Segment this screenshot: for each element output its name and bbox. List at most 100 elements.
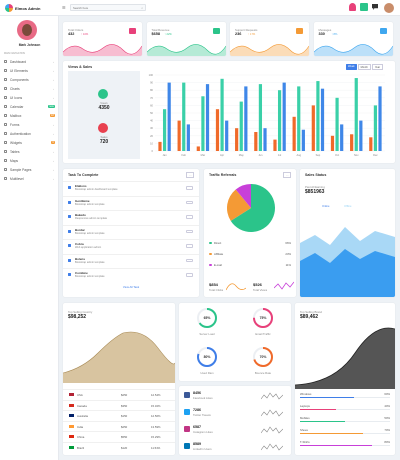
task-checkbox[interactable] [68, 186, 72, 190]
sidebar-item-sample-pages[interactable]: Sample Pages › [0, 165, 59, 174]
bar[interactable] [330, 135, 335, 151]
bar[interactable] [301, 129, 305, 151]
task-row[interactable]: Elalions Bootstrap admin dashboard templa… [63, 181, 199, 195]
country-row[interactable]: Canada $350 15.32% [63, 399, 175, 409]
task-checkbox[interactable] [68, 273, 72, 277]
brand-row[interactable]: Windows 60% [295, 391, 395, 402]
edit-icon[interactable] [186, 229, 193, 234]
sidebar-item-ui-icons[interactable]: UI Icons › [0, 93, 59, 102]
more-icon[interactable]: ··· [283, 172, 291, 178]
bell-icon[interactable] [349, 3, 356, 11]
search-icon[interactable]: ⌕ [141, 6, 143, 10]
task-row[interactable]: Combine Bootstrap admin template [63, 268, 199, 282]
bar[interactable] [277, 90, 282, 151]
bar[interactable] [182, 82, 186, 151]
sidebar-item-authentication[interactable]: Authentication › [0, 129, 59, 138]
bar[interactable] [320, 88, 325, 151]
bar[interactable] [235, 128, 239, 151]
task-checkbox[interactable] [68, 200, 72, 204]
brand-row[interactable]: Mobiles 50% [295, 415, 395, 426]
task-row[interactable]: Bordar Bootstrap admin template [63, 224, 199, 239]
bar[interactable] [177, 120, 181, 151]
sidebar-item-widgets[interactable]: Widgets 6 [0, 138, 59, 147]
edit-icon[interactable] [186, 258, 193, 263]
more-icon[interactable]: ··· [186, 172, 194, 178]
bar[interactable] [258, 84, 263, 151]
task-checkbox[interactable] [68, 229, 72, 233]
sidebar-item-calendar[interactable]: Calendar new [0, 102, 59, 111]
country-row[interactable]: Brazil $120 11.54% [63, 441, 175, 451]
hamburger-icon[interactable]: ☰ [62, 5, 66, 10]
task-row[interactable]: Cobra Web application admin [63, 239, 199, 253]
social-row[interactable]: 8589 LinkedIn Users [179, 439, 291, 455]
task-checkbox[interactable] [68, 215, 72, 219]
bar[interactable] [335, 97, 339, 151]
social-row[interactable]: 8456 Facebook Likes [179, 388, 291, 404]
bar[interactable] [350, 134, 354, 151]
bar[interactable] [316, 81, 320, 151]
sidebar-item-charts[interactable]: Charts › [0, 84, 59, 93]
bar[interactable] [373, 105, 378, 151]
edit-icon[interactable] [186, 215, 193, 219]
sidebar-item-ui-elements[interactable]: UI Elements › [0, 66, 59, 75]
bar[interactable] [201, 96, 205, 151]
bar[interactable] [186, 124, 190, 151]
search-input[interactable] [71, 5, 131, 11]
country-row[interactable]: China $550 15.29% [63, 431, 175, 440]
sidebar-item-dashboard[interactable]: Dashboard › [0, 57, 59, 66]
country-row[interactable]: USA $250 12.54% [63, 389, 175, 398]
social-row[interactable]: 6587 Instagram Likes [179, 422, 291, 438]
view-all-tasks-link[interactable]: View All Task [122, 285, 140, 289]
bar[interactable] [297, 86, 301, 151]
social-row[interactable]: 7286 Twitter Tweets [179, 405, 291, 421]
bar[interactable] [263, 128, 267, 151]
sidebar-item-components[interactable]: Components › [0, 75, 59, 84]
task-checkbox[interactable] [68, 258, 72, 262]
bar[interactable] [354, 78, 358, 151]
pie-slice[interactable] [230, 184, 275, 232]
pie-slice[interactable] [227, 189, 251, 221]
task-row[interactable]: Bolens Bootstrap admin template [63, 253, 199, 268]
bar[interactable] [162, 109, 167, 151]
avatar[interactable] [17, 20, 37, 40]
pie-slice[interactable] [235, 184, 251, 208]
tab-week[interactable]: Week [346, 64, 357, 71]
bar[interactable] [311, 105, 315, 151]
bar[interactable] [359, 120, 363, 151]
user-name[interactable]: Mark Johnson [18, 43, 41, 47]
bar[interactable] [244, 86, 248, 151]
mail-icon[interactable] [360, 3, 368, 11]
brand-row[interactable]: T-Shirts 80% [295, 439, 395, 450]
brand-row[interactable]: Laptops 40% [295, 403, 395, 414]
bar[interactable] [340, 124, 344, 151]
sidebar-item-tables[interactable]: Tables › [0, 147, 59, 156]
task-row[interactable]: Bakedo Responsive admin template [63, 210, 199, 224]
bar[interactable] [292, 116, 296, 151]
edit-icon[interactable] [186, 244, 193, 248]
task-checkbox[interactable] [68, 244, 72, 248]
bar[interactable] [282, 82, 286, 151]
bar[interactable] [254, 132, 258, 151]
tab-year[interactable]: Year [371, 64, 384, 71]
bar[interactable] [239, 101, 243, 151]
topbar-avatar[interactable] [384, 3, 394, 13]
edit-icon[interactable] [186, 200, 193, 205]
country-row[interactable]: India $250 13.59% [63, 420, 175, 430]
bar[interactable] [158, 141, 162, 151]
bar[interactable] [220, 78, 224, 151]
bar[interactable] [167, 82, 171, 151]
task-row[interactable]: Gentileme Bootstrap admin template [63, 195, 199, 210]
edit-icon[interactable] [186, 273, 193, 277]
sidebar-item-maps[interactable]: Maps › [0, 156, 59, 165]
bar[interactable] [273, 139, 277, 151]
bar[interactable] [196, 146, 200, 151]
sidebar-item-multilevel[interactable]: Multilevel › [0, 174, 59, 183]
country-row[interactable]: Australia $150 12.56% [63, 410, 175, 419]
tab-month[interactable]: Month [357, 64, 371, 71]
bar[interactable] [215, 109, 220, 151]
sidebar-item-forms[interactable]: Forms › [0, 120, 59, 129]
bar[interactable] [369, 137, 373, 151]
bar[interactable] [205, 84, 210, 151]
sidebar-item-mailbox[interactable]: Mailbox 18 [0, 111, 59, 120]
brand-row[interactable]: Shoes 70% [295, 427, 395, 438]
